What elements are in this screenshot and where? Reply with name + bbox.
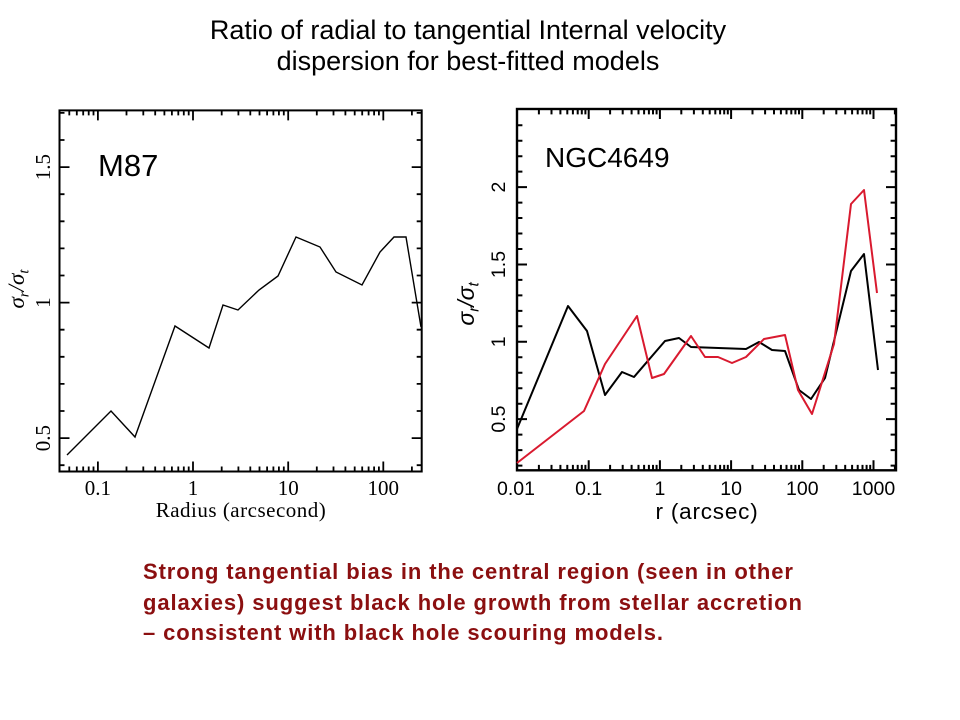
svg-text:100: 100: [786, 478, 819, 500]
svg-text:1.5: 1.5: [488, 251, 510, 278]
svg-text:100: 100: [368, 476, 400, 500]
svg-text:2: 2: [488, 182, 510, 193]
svg-text:1: 1: [31, 297, 55, 308]
svg-text:σr/σt: σr/σt: [4, 269, 33, 309]
svg-text:1: 1: [654, 478, 665, 500]
svg-text:Radius (arcsecond): Radius (arcsecond): [156, 498, 327, 522]
svg-text:10: 10: [720, 478, 742, 500]
svg-text:σr/σt: σr/σt: [453, 282, 483, 326]
svg-text:0.1: 0.1: [85, 476, 111, 500]
svg-text:1.5: 1.5: [31, 154, 55, 180]
svg-text:0.1: 0.1: [575, 478, 602, 500]
svg-text:10: 10: [278, 476, 299, 500]
svg-text:1: 1: [188, 476, 199, 500]
svg-text:1: 1: [488, 336, 510, 347]
svg-text:r (arcsec): r (arcsec): [656, 499, 759, 524]
svg-text:0.5: 0.5: [31, 425, 55, 451]
svg-text:NGC4649: NGC4649: [545, 142, 670, 173]
svg-text:1000: 1000: [852, 478, 896, 500]
svg-text:0.5: 0.5: [488, 405, 510, 432]
svg-text:M87: M87: [98, 148, 158, 183]
svg-text:0.01: 0.01: [497, 478, 535, 500]
